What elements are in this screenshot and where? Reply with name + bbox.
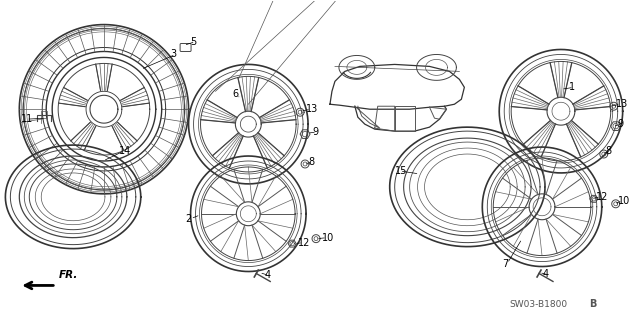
Text: 1: 1 bbox=[569, 82, 575, 92]
Text: 2: 2 bbox=[186, 214, 192, 224]
Text: 10: 10 bbox=[618, 196, 630, 206]
Text: 13: 13 bbox=[616, 99, 628, 109]
Text: 4: 4 bbox=[543, 270, 549, 279]
Text: FR.: FR. bbox=[59, 271, 79, 280]
Text: 13: 13 bbox=[306, 104, 318, 114]
Text: 12: 12 bbox=[596, 192, 608, 202]
Text: 8: 8 bbox=[605, 146, 612, 156]
Text: 6: 6 bbox=[232, 89, 239, 99]
Text: 10: 10 bbox=[322, 233, 334, 243]
Text: 14: 14 bbox=[119, 146, 131, 156]
Text: 7: 7 bbox=[502, 258, 508, 269]
Text: 4: 4 bbox=[264, 271, 270, 280]
Text: SW03-B1800: SW03-B1800 bbox=[509, 300, 567, 309]
Text: 5: 5 bbox=[191, 36, 197, 47]
Text: 8: 8 bbox=[308, 157, 314, 167]
Text: 15: 15 bbox=[395, 166, 407, 176]
Text: 12: 12 bbox=[298, 238, 310, 248]
Text: 9: 9 bbox=[312, 127, 318, 137]
Text: B: B bbox=[589, 299, 596, 309]
Text: 3: 3 bbox=[171, 49, 177, 59]
Text: 9: 9 bbox=[618, 119, 624, 129]
Text: 11: 11 bbox=[21, 114, 33, 124]
